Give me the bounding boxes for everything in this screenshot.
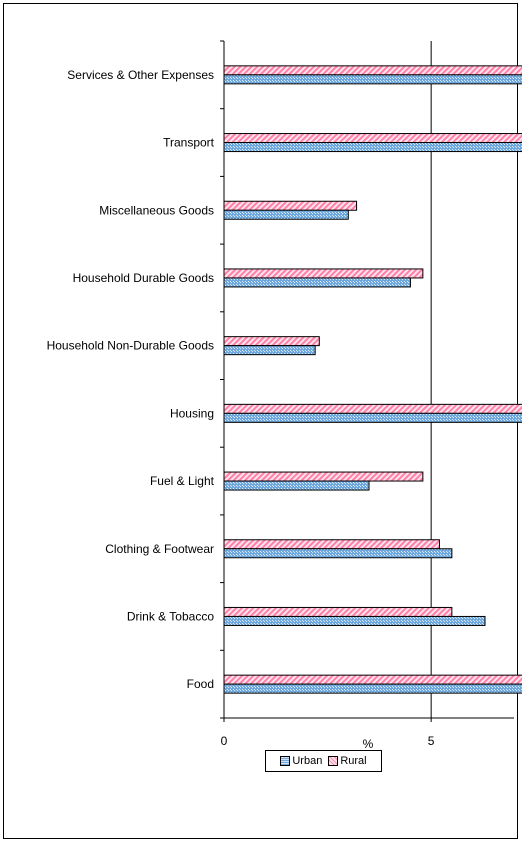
axes (220, 40, 514, 722)
bar-rural (223, 268, 424, 279)
bar-rural (223, 674, 522, 685)
bar-rural (223, 539, 440, 550)
bar-urban (223, 345, 316, 356)
legend-swatch-urban (280, 756, 291, 766)
bar-rural (223, 403, 522, 414)
legend-label-urban: Urban (292, 755, 323, 767)
legend-item-rural: Rural (328, 755, 367, 767)
category-labels: Food Drink & Tobacco Clothing & Footwear Fu… (47, 68, 215, 691)
bar-rural (223, 606, 453, 617)
legend-item-urban: Urban (280, 755, 322, 767)
category-label: Clothing & Footwear (105, 542, 214, 556)
category-label: Fuel & Light (150, 474, 215, 488)
bar-urban (223, 683, 522, 694)
category-label: Services & Other Expenses (67, 68, 214, 82)
bar-urban (223, 74, 522, 85)
x-tick-labels: 05101520253035 (221, 734, 435, 748)
bars (223, 65, 522, 694)
grid-lines (430, 41, 432, 718)
x-axis-title: % (363, 737, 374, 751)
bar-rural (223, 336, 320, 347)
bar-urban (223, 548, 453, 559)
category-label: Drink & Tobacco (127, 609, 214, 623)
x-tick-label: 0 (221, 734, 228, 748)
bar-urban (223, 277, 411, 288)
bar-urban (223, 480, 370, 491)
category-label: Food (187, 677, 214, 691)
legend-swatch-rural (328, 756, 339, 766)
category-label: Housing (170, 406, 214, 420)
bar-urban (223, 142, 522, 153)
category-label: Transport (163, 136, 215, 150)
legend-label-rural: Rural (340, 755, 367, 767)
legend: Urban Rural (265, 750, 382, 772)
category-label: Miscellaneous Goods (99, 203, 214, 217)
bar-rural (223, 133, 522, 144)
bar-urban (223, 209, 349, 220)
category-label: Household Durable Goods (73, 271, 214, 285)
x-tick-label: 5 (428, 734, 435, 748)
bar-rural (223, 65, 522, 76)
bar-urban (223, 615, 486, 626)
bar-rural (223, 200, 358, 211)
bar-rural (223, 471, 424, 482)
category-label: Household Non-Durable Goods (47, 339, 214, 353)
bar-urban (223, 412, 522, 423)
